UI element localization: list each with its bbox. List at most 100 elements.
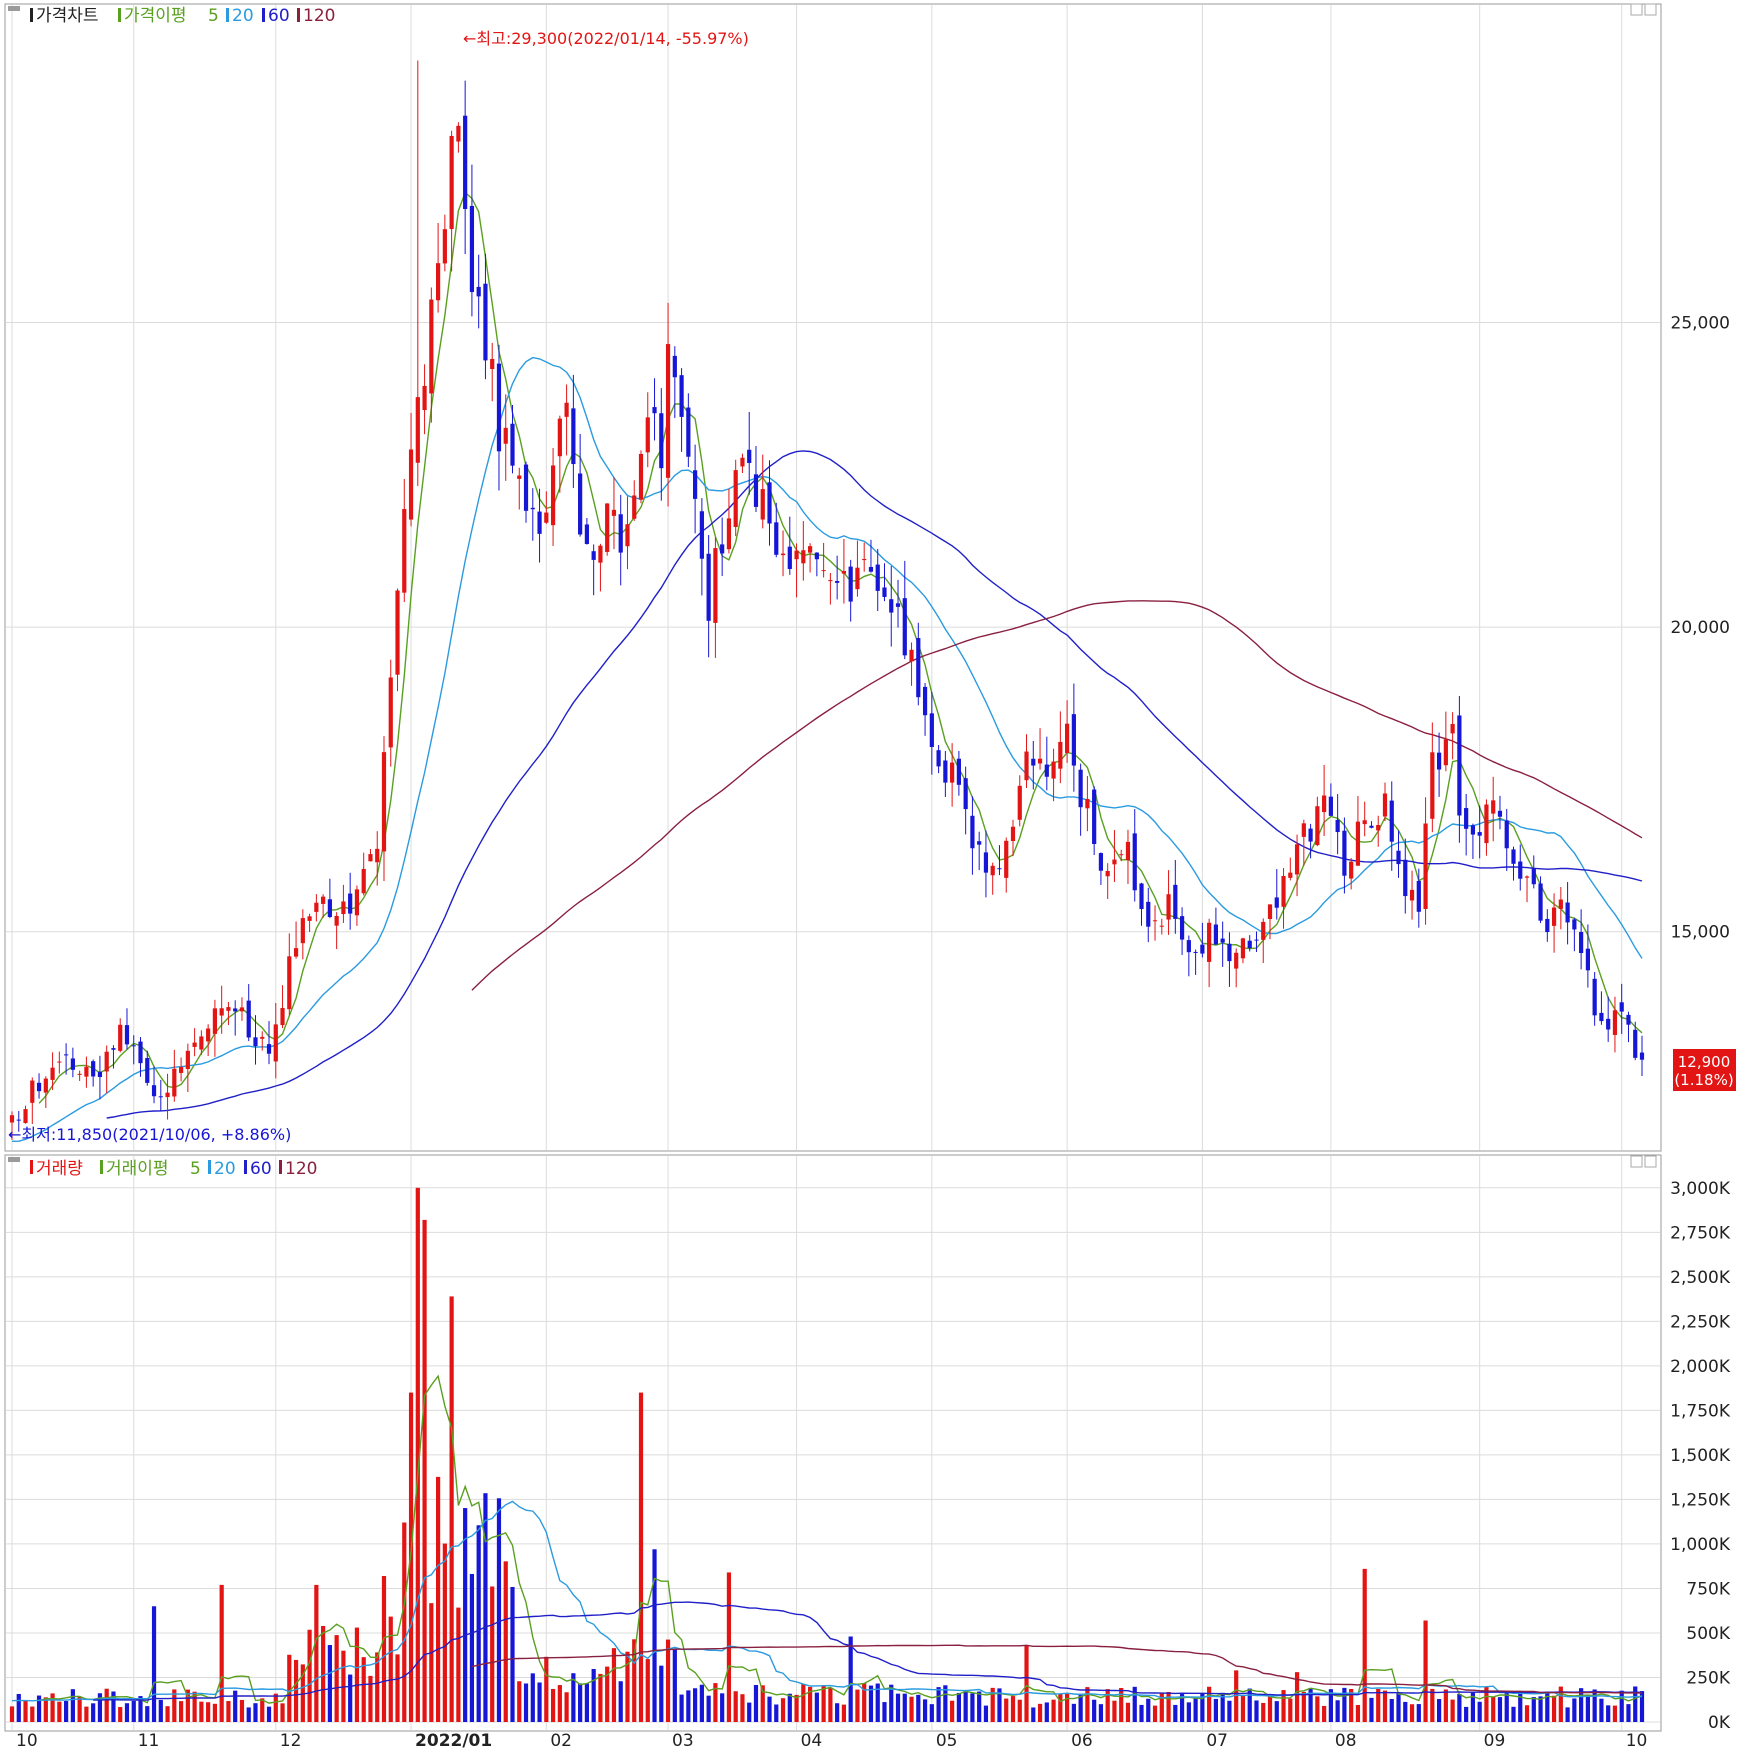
volume-bar — [1457, 1693, 1462, 1722]
legend-marker-ma20-icon — [226, 8, 229, 22]
volume-bar — [1545, 1691, 1550, 1722]
volume-bar — [23, 1700, 28, 1722]
legend-collapse-icon[interactable] — [8, 6, 20, 11]
volume-bar — [733, 1691, 738, 1722]
candle-body — [787, 546, 792, 569]
ma60-line — [106, 450, 1643, 1119]
candle-body — [1261, 921, 1266, 940]
candle-body — [571, 408, 576, 465]
candle-body — [828, 580, 833, 582]
candle-body — [1355, 821, 1361, 866]
volume-bar — [584, 1683, 589, 1722]
volume-bar — [747, 1702, 752, 1722]
candle-body — [463, 115, 468, 209]
candle-body — [1281, 875, 1286, 907]
candle-body — [1308, 828, 1313, 842]
volume-bar — [1524, 1705, 1530, 1722]
volume-bar — [632, 1639, 637, 1722]
volume-bar — [321, 1625, 326, 1722]
candle-body — [1558, 899, 1563, 909]
volume-bar — [293, 1659, 299, 1722]
candle-body — [598, 545, 603, 563]
volume-bar — [429, 1603, 434, 1722]
volume-bar — [1146, 1698, 1151, 1722]
candle-body — [84, 1066, 89, 1077]
candle-body — [544, 512, 549, 523]
volume-bar — [192, 1691, 197, 1722]
volume-y-tick-label: 2,000K — [1670, 1357, 1731, 1377]
volume-bar — [104, 1688, 109, 1722]
candle-body — [916, 638, 921, 698]
volume-bar — [699, 1684, 704, 1722]
candle-body — [693, 470, 698, 499]
volume-bar — [84, 1706, 89, 1722]
volume-bar — [902, 1693, 907, 1722]
candle-body — [16, 1119, 21, 1121]
volume-bar — [564, 1692, 569, 1722]
volume-bar — [91, 1703, 96, 1722]
close-icon[interactable] — [1644, 1155, 1657, 1168]
volume-bar — [1078, 1693, 1083, 1722]
volume-bar — [1193, 1697, 1198, 1722]
minimize-icon[interactable] — [1630, 3, 1643, 16]
volume-bar — [1200, 1693, 1205, 1722]
candle-body — [922, 686, 928, 716]
volume-bar — [381, 1575, 387, 1722]
candle-body — [1213, 924, 1219, 945]
candle-body — [1545, 918, 1550, 933]
candle-body — [361, 868, 366, 894]
candle-body — [1639, 1052, 1645, 1060]
candle-body — [936, 750, 941, 767]
x-tick-label: 09 — [1484, 1731, 1506, 1751]
candle-body — [523, 464, 529, 511]
candle-body — [1572, 919, 1577, 930]
volume-bar — [1024, 1645, 1029, 1722]
volume-bar — [314, 1584, 319, 1722]
high-annotation: ←최고:29,300(2022/01/14, -55.97%) — [463, 29, 749, 48]
volume-y-tick-label: 3,000K — [1670, 1179, 1731, 1199]
candle-body — [672, 355, 677, 378]
volume-bar — [740, 1694, 745, 1722]
candle-body — [192, 1042, 197, 1047]
candle-body — [1078, 769, 1083, 808]
candle-body — [1125, 841, 1131, 861]
volume-bar — [361, 1657, 366, 1722]
candle-body — [185, 1050, 190, 1070]
legend-ma60: 60 — [268, 6, 290, 26]
candle-body — [510, 423, 515, 466]
volume-bar — [1423, 1620, 1428, 1722]
volume-bar — [145, 1706, 150, 1722]
volume-bar — [1639, 1691, 1645, 1722]
volume-bar — [199, 1701, 204, 1722]
candle-body — [1267, 904, 1273, 919]
volume-bar — [77, 1696, 82, 1722]
volume-bar — [1612, 1705, 1618, 1722]
candle-body — [1179, 916, 1185, 940]
legend-collapse-icon[interactable] — [8, 1157, 20, 1162]
volume-bar — [679, 1694, 684, 1722]
candle-body — [1518, 861, 1523, 879]
candle-body — [1484, 804, 1489, 844]
close-icon[interactable] — [1644, 3, 1657, 16]
volume-bar — [706, 1695, 711, 1722]
volume-bar — [523, 1683, 529, 1722]
volume-bar — [855, 1689, 860, 1722]
candle-body — [246, 1000, 251, 1038]
volume-bar — [605, 1666, 610, 1722]
candle-body — [273, 1024, 278, 1062]
candle-body — [929, 713, 934, 748]
volume-y-tick-label: 250K — [1686, 1668, 1730, 1688]
candle-body — [57, 1061, 62, 1063]
candle-body — [314, 902, 319, 912]
candle-body — [611, 509, 617, 516]
vma120-line — [471, 1644, 1643, 1694]
candle-body — [307, 916, 312, 921]
volume-bar — [1464, 1706, 1469, 1722]
candle-body — [77, 1073, 82, 1075]
candle-body — [435, 263, 441, 301]
x-tick-label: 06 — [1071, 1731, 1093, 1751]
volume-bar — [1518, 1691, 1523, 1722]
candle-body — [415, 397, 420, 463]
candle-body — [1301, 823, 1306, 837]
minimize-icon[interactable] — [1630, 1155, 1643, 1168]
